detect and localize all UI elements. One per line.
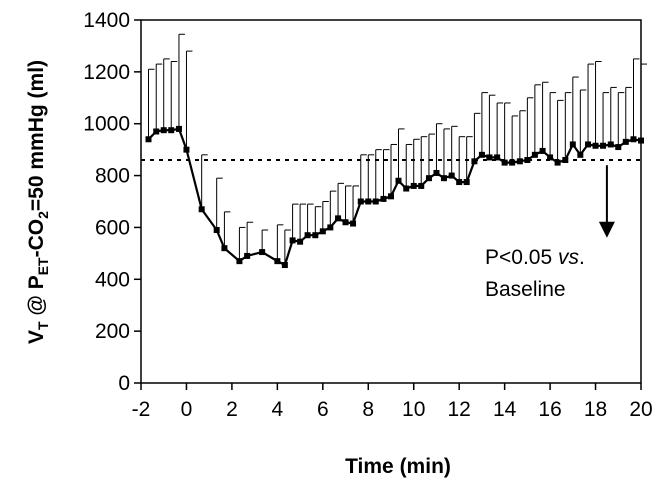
y-tick-label: 1400 xyxy=(83,9,130,32)
x-tick-label: 16 xyxy=(538,398,561,421)
data-point xyxy=(244,252,251,259)
data-point xyxy=(509,159,516,166)
data-point xyxy=(357,198,364,205)
x-tick-label: 2 xyxy=(226,398,238,421)
data-point xyxy=(335,215,342,222)
data-point xyxy=(221,245,228,252)
data-point xyxy=(259,249,266,256)
data-point xyxy=(312,232,319,239)
x-tick-label: 0 xyxy=(181,398,193,421)
y-tick-label: 600 xyxy=(95,216,130,239)
annotation-line-1: P<0.05 vs. xyxy=(485,246,585,269)
x-tick-label: 10 xyxy=(402,398,425,421)
data-point xyxy=(440,175,447,182)
x-tick-label: 4 xyxy=(272,398,284,421)
data-point xyxy=(531,151,538,158)
data-point xyxy=(213,227,220,234)
data-point xyxy=(630,136,637,143)
data-point xyxy=(281,262,288,269)
data-point xyxy=(289,237,296,244)
data-point xyxy=(297,238,304,245)
data-point xyxy=(198,206,205,213)
data-point xyxy=(585,141,592,148)
data-point xyxy=(448,172,455,179)
data-point xyxy=(478,151,485,158)
y-tick-label: 1000 xyxy=(83,113,130,136)
data-point xyxy=(433,169,440,176)
data-point xyxy=(380,195,387,202)
data-point xyxy=(274,258,281,265)
data-point xyxy=(418,182,425,189)
y-axis-title: VT @ PET-CO2=50 mmHg (ml) xyxy=(25,60,51,344)
data-point xyxy=(463,179,470,186)
data-point xyxy=(456,179,463,186)
data-point xyxy=(319,228,326,235)
data-point xyxy=(183,146,190,153)
y-tick-label: 0 xyxy=(118,372,130,395)
data-point xyxy=(388,193,394,200)
data-point xyxy=(577,151,584,158)
data-point xyxy=(403,185,410,192)
y-tick-label: 200 xyxy=(95,320,130,343)
x-axis-title: Time (min) xyxy=(345,455,451,478)
data-point xyxy=(562,157,569,164)
data-point xyxy=(160,127,167,134)
data-point xyxy=(145,136,152,143)
data-point xyxy=(494,154,501,161)
data-point xyxy=(425,175,432,182)
y-tick-label: 800 xyxy=(95,165,130,188)
x-tick-label: -2 xyxy=(132,398,151,421)
data-point xyxy=(592,142,599,149)
x-tick-label: 20 xyxy=(629,398,652,421)
data-point xyxy=(410,182,417,189)
data-point xyxy=(600,142,607,149)
data-point xyxy=(342,219,349,226)
data-point xyxy=(350,220,357,227)
plot-area xyxy=(141,33,647,269)
x-tick-label: 18 xyxy=(584,398,607,421)
data-point xyxy=(607,141,614,148)
data-point xyxy=(153,128,160,135)
data-point xyxy=(175,125,182,132)
x-tick-label: 8 xyxy=(362,398,374,421)
data-point xyxy=(168,127,175,134)
data-point xyxy=(236,258,243,265)
data-point xyxy=(516,158,523,165)
x-tick-label: 12 xyxy=(448,398,471,421)
x-tick-label: 6 xyxy=(317,398,329,421)
data-point xyxy=(486,154,493,161)
y-tick-label: 1200 xyxy=(83,61,130,84)
data-point xyxy=(471,158,478,165)
plot-frame xyxy=(140,19,642,384)
data-point xyxy=(524,157,531,164)
data-point xyxy=(539,147,546,154)
data-point xyxy=(569,141,576,148)
x-tick-label: 14 xyxy=(493,398,517,421)
data-point xyxy=(547,154,554,161)
data-point xyxy=(501,159,508,166)
series-line xyxy=(147,127,642,267)
data-point xyxy=(554,159,561,166)
data-point xyxy=(304,232,311,239)
annotation-line-2: Baseline xyxy=(485,278,566,301)
data-point xyxy=(365,198,372,205)
data-point xyxy=(372,198,379,205)
arrow-head xyxy=(598,221,615,238)
y-tick-label: 400 xyxy=(95,268,130,291)
data-point xyxy=(395,177,402,184)
data-point xyxy=(622,138,629,145)
data-point xyxy=(615,144,622,151)
data-point xyxy=(327,224,334,231)
